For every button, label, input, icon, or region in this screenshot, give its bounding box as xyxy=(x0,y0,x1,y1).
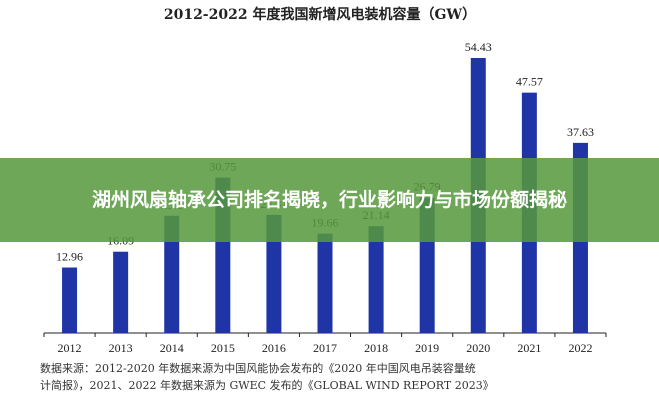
value-label-2012: 12.96 xyxy=(56,250,83,264)
x-tick-label-2018: 2018 xyxy=(364,341,388,355)
bar-2017 xyxy=(317,233,333,333)
bar-2014 xyxy=(164,215,180,333)
x-tick-label-2017: 2017 xyxy=(313,341,337,355)
bars-group xyxy=(62,57,588,334)
source-note-line-2: 计简报》，2021、2022 年数据来源为 GWEC 发布的《GLOBAL WI… xyxy=(40,379,494,392)
bar-2013 xyxy=(113,251,129,333)
x-tick-label-2020: 2020 xyxy=(466,341,490,355)
chart-title: 2012-2022 年度我国新增风电装机容量（GW） xyxy=(164,6,476,23)
x-tick-label-2014: 2014 xyxy=(160,341,184,355)
headline-text[interactable]: 湖州风扇轴承公司排名揭晓，行业影响力与市场份额揭秘 xyxy=(91,189,567,211)
bar-2012 xyxy=(62,267,78,333)
x-tick-label-2022: 2022 xyxy=(568,341,592,355)
x-tick-label-2021: 2021 xyxy=(517,341,541,355)
x-tick-label-2013: 2013 xyxy=(109,341,133,355)
bar-2016 xyxy=(266,214,282,333)
x-tick-label-2016: 2016 xyxy=(262,341,286,355)
value-label-2020: 54.43 xyxy=(465,40,492,54)
x-tick-label-2012: 2012 xyxy=(58,341,82,355)
x-tick-label-2015: 2015 xyxy=(211,341,235,355)
x-tick-labels-group: 2012 2013 2014 2015 2016 2017 2018 2019 2020 2021… xyxy=(58,341,593,355)
x-tick-label-2019: 2019 xyxy=(415,341,439,355)
value-label-2022: 37.63 xyxy=(567,125,594,139)
x-axis-ticks xyxy=(43,333,607,337)
bar-2018 xyxy=(368,226,384,333)
source-note: 数据来源：2012-2020 年数据来源为中国风能协会发布的《2020 年中国风… xyxy=(40,360,640,394)
headline-banner[interactable]: 湖州风扇轴承公司排名揭晓，行业影响力与市场份额揭秘 xyxy=(0,158,659,242)
value-label-2021: 47.57 xyxy=(516,75,543,89)
source-note-line-1: 数据来源：2012-2020 年数据来源为中国风能协会发布的《2020 年中国风… xyxy=(40,362,476,375)
